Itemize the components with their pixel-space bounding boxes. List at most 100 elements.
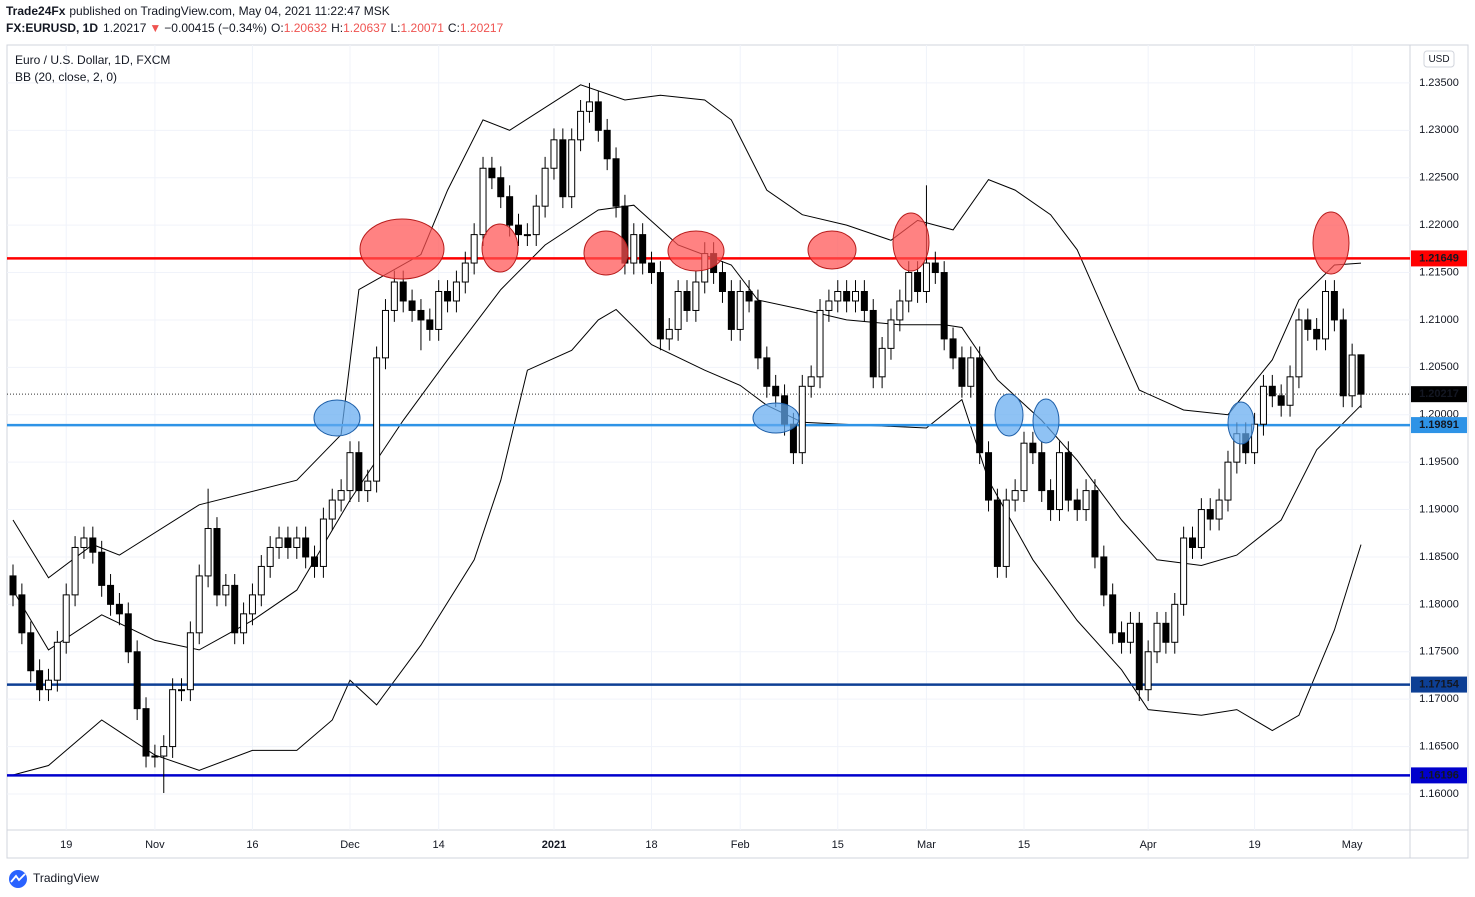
candle-body [107, 584, 115, 605]
candle-body [896, 300, 904, 321]
candle-body [603, 129, 611, 160]
red-ellipse [892, 212, 930, 272]
candle-body [1206, 509, 1214, 520]
candle-body [887, 319, 895, 349]
candle-body [1259, 385, 1267, 425]
red-ellipse [667, 230, 725, 272]
candle-body [1144, 651, 1152, 691]
candle-body [257, 565, 265, 596]
candle-body [1038, 452, 1046, 492]
brand: TradingView [33, 871, 99, 885]
x-tick-label: 18 [645, 839, 657, 851]
candle-body [816, 309, 824, 378]
candle-body [62, 594, 70, 643]
plot [7, 82, 1410, 794]
candle-body [213, 528, 221, 596]
candle-body [985, 452, 993, 501]
candle-body [914, 272, 922, 292]
candle-body [1171, 603, 1179, 643]
candle-body [160, 746, 168, 757]
candle-body [1313, 328, 1321, 340]
currency-badge [1423, 50, 1455, 68]
candle-body [1224, 461, 1232, 501]
candle-body [1002, 499, 1010, 567]
candle-body [1135, 622, 1143, 691]
x-tick-label: Dec [340, 839, 360, 851]
ohlc-label: O: [271, 21, 284, 35]
candle-body [674, 290, 682, 330]
candle-body [1330, 290, 1338, 321]
candle-body [80, 537, 88, 548]
candle-body [488, 167, 496, 179]
candle-body [1286, 376, 1294, 406]
price-tag [1411, 676, 1467, 693]
candle-body [1295, 319, 1303, 378]
candle-body [204, 528, 212, 577]
x-tick-label: Apr [1140, 839, 1157, 851]
brand-logo [9, 870, 27, 888]
candle-body [248, 594, 256, 615]
candle-body [373, 357, 381, 482]
candle-body [878, 347, 886, 378]
x-tick-label: 16 [246, 839, 258, 851]
candle-body [1197, 509, 1205, 548]
candle-body [355, 452, 363, 492]
candle-body [683, 290, 691, 311]
bollinger-upper [12, 84, 1362, 579]
candle-body [825, 300, 833, 311]
y-tick-label: 1.19500 [1419, 456, 1459, 468]
candle-body [222, 584, 230, 596]
candle-body [275, 537, 283, 548]
candle-body [9, 575, 17, 596]
candle-body [550, 139, 558, 169]
candle-body [1277, 395, 1285, 406]
candle-body [559, 139, 567, 198]
candle-body [1011, 490, 1019, 501]
candle-body [1189, 537, 1196, 548]
y-tick-label: 1.19000 [1419, 503, 1459, 515]
published: published on TradingView.com, May 04, 20… [69, 4, 389, 18]
blue-ellipse [994, 393, 1024, 437]
candle-body [798, 385, 806, 454]
candle-body [195, 575, 203, 634]
price-tag [1411, 250, 1467, 267]
blue-ellipse [313, 399, 361, 437]
candle-body [1020, 442, 1028, 492]
y-tick-label: 1.18000 [1419, 598, 1459, 610]
candle-body [577, 110, 585, 141]
candle-body [976, 357, 984, 454]
currency: USD [1428, 54, 1449, 65]
red-ellipse [583, 230, 629, 276]
x-tick-label: 15 [832, 839, 844, 851]
y-tick-label: 1.22000 [1419, 219, 1459, 231]
candle-body [497, 177, 505, 198]
candle-body [27, 632, 35, 672]
candle-body [426, 319, 434, 330]
candle-body [1055, 452, 1063, 511]
y-tick-label: 1.22500 [1419, 172, 1459, 184]
change: −0.00415 (−0.34%) [164, 21, 267, 35]
red-ellipse [1312, 211, 1350, 275]
candle-body [337, 490, 345, 501]
candle-body [240, 613, 248, 634]
candle-body [364, 480, 372, 492]
candle-body [648, 262, 656, 274]
y-tick-label: 1.23000 [1419, 124, 1459, 136]
blue-ellipse [1227, 401, 1255, 445]
ohlc-label: C: [448, 21, 460, 35]
blue-ellipse [752, 402, 800, 434]
candle-body [630, 234, 638, 264]
chart-frame [6, 44, 1469, 859]
candle-body [736, 290, 744, 330]
candle-body [772, 385, 780, 397]
price-axis: 1.16000 1.16500 1.17000 1.17500 1.18000 1.185… [60, 77, 1467, 851]
candle-body [922, 262, 930, 292]
candle-body [532, 205, 540, 236]
candle-body [852, 290, 859, 302]
x-tick-label: May [1342, 839, 1363, 851]
candle-body [949, 338, 957, 359]
publish-line: Trade24Fx published on TradingView.com, M… [6, 4, 390, 18]
candle-body [1357, 354, 1365, 395]
ohlc-label: H: [331, 21, 343, 35]
candle-body [178, 689, 185, 692]
